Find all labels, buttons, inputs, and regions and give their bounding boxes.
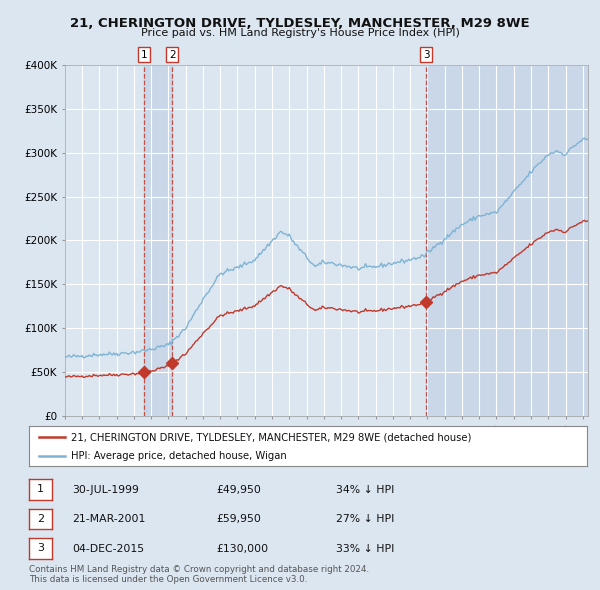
Text: £59,950: £59,950 xyxy=(216,514,261,524)
Text: 21, CHERINGTON DRIVE, TYLDESLEY, MANCHESTER, M29 8WE: 21, CHERINGTON DRIVE, TYLDESLEY, MANCHES… xyxy=(70,17,530,30)
Text: 3: 3 xyxy=(37,543,44,553)
Text: 3: 3 xyxy=(423,50,430,60)
Text: 33% ↓ HPI: 33% ↓ HPI xyxy=(336,544,394,553)
Text: HPI: Average price, detached house, Wigan: HPI: Average price, detached house, Wiga… xyxy=(71,451,286,461)
Text: 1: 1 xyxy=(37,484,44,494)
Text: 04-DEC-2015: 04-DEC-2015 xyxy=(72,544,144,553)
Text: 21-MAR-2001: 21-MAR-2001 xyxy=(72,514,145,524)
Text: 1: 1 xyxy=(140,50,147,60)
Bar xyxy=(144,65,172,416)
Text: 30-JUL-1999: 30-JUL-1999 xyxy=(72,485,139,494)
Text: Price paid vs. HM Land Registry's House Price Index (HPI): Price paid vs. HM Land Registry's House … xyxy=(140,28,460,38)
Text: 34% ↓ HPI: 34% ↓ HPI xyxy=(336,485,394,494)
Text: 21, CHERINGTON DRIVE, TYLDESLEY, MANCHESTER, M29 8WE (detached house): 21, CHERINGTON DRIVE, TYLDESLEY, MANCHES… xyxy=(71,432,471,442)
Text: Contains HM Land Registry data © Crown copyright and database right 2024.: Contains HM Land Registry data © Crown c… xyxy=(29,565,369,574)
Text: 27% ↓ HPI: 27% ↓ HPI xyxy=(336,514,394,524)
Text: 2: 2 xyxy=(37,514,44,524)
Text: This data is licensed under the Open Government Licence v3.0.: This data is licensed under the Open Gov… xyxy=(29,575,307,584)
Bar xyxy=(426,65,588,416)
Text: 2: 2 xyxy=(169,50,176,60)
Text: £49,950: £49,950 xyxy=(216,485,261,494)
Text: £130,000: £130,000 xyxy=(216,544,268,553)
